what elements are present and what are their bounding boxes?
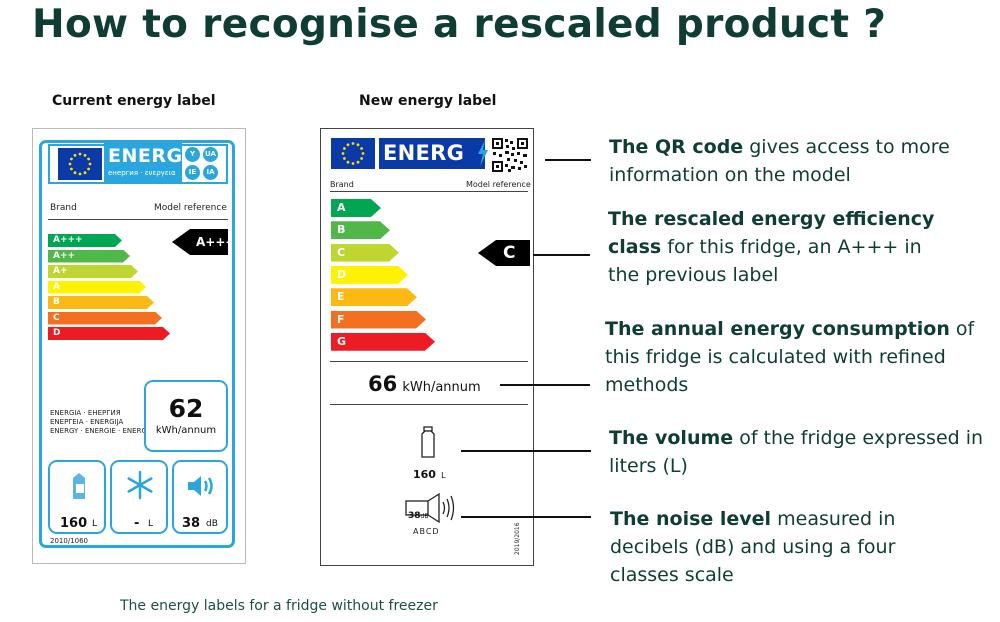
figure-caption: The energy labels for a fridge without f… <box>120 598 438 614</box>
energia-line: ΕΝΕΡΓΕΙΑ · ENERGIJA <box>50 418 124 426</box>
noise-unit: dB <box>206 519 218 529</box>
note-qr-code: The QR code gives access to more informa… <box>609 133 979 189</box>
energ-logo: ENERG енергия · ενεργεια <box>104 143 182 183</box>
current-label-frame <box>39 140 235 548</box>
new-volume: 160 L <box>413 463 446 482</box>
speaker-icon <box>186 472 218 504</box>
energ-word: ENERG <box>383 141 465 165</box>
brand-text: Brand <box>50 203 77 213</box>
bottle-icon <box>419 426 437 462</box>
divider <box>330 191 528 192</box>
milk-carton-icon <box>70 472 88 504</box>
volume-connector-line <box>461 450 591 452</box>
energia-line: ENERGY · ENERGIE · ENERGI <box>50 427 149 435</box>
class-bar: C <box>48 312 162 325</box>
speaker-icon <box>405 492 457 528</box>
snowflake-icon <box>125 470 155 504</box>
class-bar: A+++ <box>48 234 122 247</box>
class-bar: A+ <box>48 265 138 278</box>
consumption-connector-line <box>500 384 590 386</box>
class-bar: E <box>331 288 417 306</box>
brand-text: Brand <box>330 180 354 189</box>
energ-word: ENERG <box>108 145 183 167</box>
volume-box: 160 L <box>48 460 106 534</box>
note-bold: The rescaled energy efficiency class <box>608 208 935 258</box>
class-bar: D <box>48 327 170 340</box>
lightning-icon <box>476 140 490 170</box>
language-circles: Y UA IE IA <box>185 147 225 181</box>
energ-subtext: енергия · ενεργεια <box>108 169 176 177</box>
new-noise: 38dB <box>408 503 428 522</box>
noise-connector-line <box>461 516 591 518</box>
note-bold: The noise level <box>610 508 772 530</box>
note-noise: The noise level measured in decibels (dB… <box>610 505 920 589</box>
divider <box>48 219 228 220</box>
volume-unit: L <box>92 519 98 529</box>
energ-logo: ENERG <box>379 138 485 169</box>
noise-box: 38 dB <box>172 460 228 534</box>
qr-connector-line <box>545 159 591 161</box>
class-bar: G <box>331 333 435 351</box>
qr-code-icon <box>491 137 529 177</box>
eu-flag-icon <box>331 138 375 169</box>
freezer-value: - <box>134 516 140 531</box>
class-bar: A++ <box>48 250 130 263</box>
note-text: measured in decibels (dB) and using a fo… <box>610 508 896 586</box>
class-bar: B <box>48 296 154 309</box>
energia-text-block: ENERGIA · ЕНЕРГИЯ ΕΝΕΡΓΕΙΑ · ENERGIJA EN… <box>50 409 149 436</box>
language-circle: Y <box>185 147 200 162</box>
current-consumption-box: 62 kWh/annum <box>144 380 228 452</box>
noise-class-scale: ABCD <box>413 527 440 536</box>
consumption-value: 62 <box>168 394 204 423</box>
class-bar: C <box>331 244 399 262</box>
consumption-unit: kWh/annum <box>155 425 217 436</box>
noise-unit: dB <box>420 513 429 520</box>
note-text: for this fridge, an A+++ in the previous… <box>608 236 922 286</box>
model-reference-text: Model reference <box>154 203 227 213</box>
consumption-value: 66 <box>368 372 398 396</box>
note-text: gives access to more information on the … <box>609 136 950 186</box>
consumption-unit: kWh/annum <box>402 380 481 395</box>
class-bar: A <box>48 281 146 294</box>
page-title: How to recognise a rescaled product ? <box>32 2 887 47</box>
note-volume: The volume of the fridge expressed in li… <box>609 424 989 480</box>
note-bold: The annual energy consumption <box>605 318 950 340</box>
note-bold: The QR code <box>609 136 744 158</box>
divider <box>330 361 528 362</box>
class-bar: A <box>331 199 381 217</box>
model-reference-text: Model reference <box>466 180 531 189</box>
noise-value: 38 <box>408 511 421 521</box>
eu-flag-icon <box>58 148 102 180</box>
note-energy-class: The rescaled energy efficiency class for… <box>608 205 938 289</box>
new-consumption: 66 kWh/annum <box>368 372 481 396</box>
language-circle: IA <box>203 165 218 180</box>
note-text: of this fridge is calculated with refine… <box>605 318 975 396</box>
noise-value: 38 <box>182 516 201 531</box>
note-bold: The volume <box>609 427 734 449</box>
volume-value: 160 <box>413 468 436 481</box>
regulation-number: 2019/2016 <box>514 522 521 555</box>
class-bar: F <box>331 311 426 329</box>
language-circle: UA <box>203 147 218 162</box>
current-label-heading: Current energy label <box>52 93 216 109</box>
new-class-indicator: C <box>478 240 530 266</box>
volume-value: 160 <box>60 516 88 531</box>
volume-unit: L <box>441 471 446 480</box>
class-bar: B <box>331 221 390 239</box>
freezer-box: - L <box>110 460 168 534</box>
class-connector-line <box>533 254 590 256</box>
language-circle: IE <box>185 165 200 180</box>
freezer-unit: L <box>148 519 154 529</box>
note-consumption: The annual energy consumption of this fr… <box>605 315 975 399</box>
new-label-heading: New energy label <box>359 93 497 109</box>
note-text: of the fridge expressed in liters (L) <box>609 427 984 477</box>
divider <box>330 404 528 405</box>
energia-line: ENERGIA · ЕНЕРГИЯ <box>50 409 121 417</box>
class-bar: D <box>331 266 408 284</box>
regulation-number: 2010/1060 <box>50 537 88 545</box>
